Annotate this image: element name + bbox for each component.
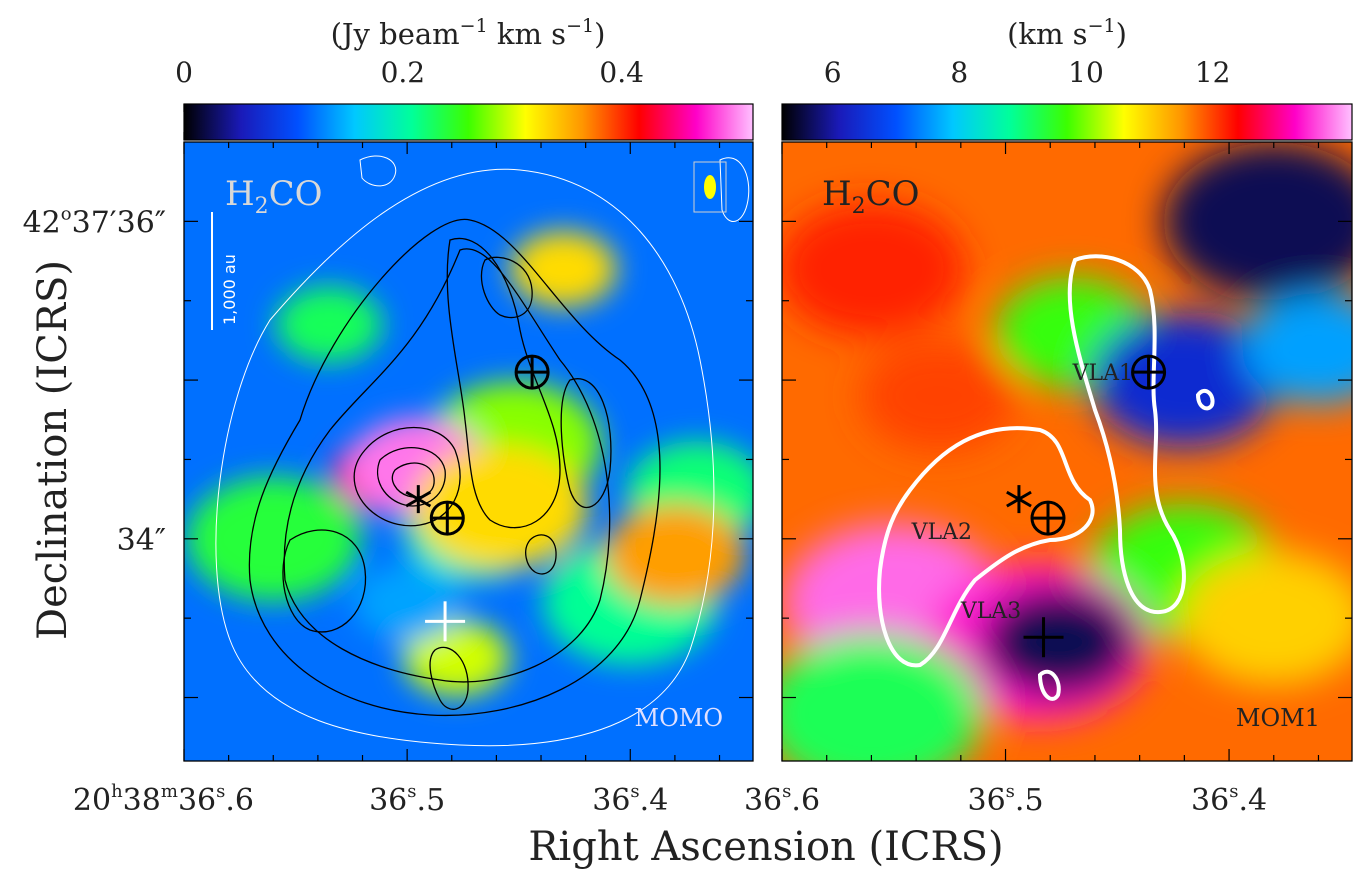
emission-blob xyxy=(1163,142,1352,301)
source-marker-circle-plus xyxy=(1131,354,1167,390)
mom0-colorbar-ticks: 0 0.2 0.4 xyxy=(175,56,644,140)
emission-blob xyxy=(510,230,617,307)
mom0-frame xyxy=(183,141,754,762)
y-tick-label: 34″ xyxy=(117,523,166,558)
x-tick-label: 36s.6 xyxy=(744,781,820,818)
x-tick-label: 36s.4 xyxy=(592,781,668,818)
x-tick-label: 36s.4 xyxy=(1191,781,1267,818)
mom1-panel: (km s−1) 6 8 10 12 VLA1 VLA2 VLA3 H2CO MOM1 3… xyxy=(744,15,1353,818)
emission-blob xyxy=(982,586,1137,697)
source-marker-plus xyxy=(1023,617,1064,658)
mom0-colorbar xyxy=(183,103,754,141)
mom1-source-labels: VLA1 VLA2 VLA3 xyxy=(911,361,1133,624)
mom0-axis-ticks: 20h38m36s.6 36s.5 36s.4 42o37′36″ 34″ xyxy=(23,142,753,818)
emission-blob xyxy=(1179,551,1352,686)
x-axis-label: Right Ascension (ICRS) xyxy=(528,824,1003,870)
colorbar-tick-label: 12 xyxy=(1195,56,1231,89)
colorbar-tick-label: 0.2 xyxy=(381,56,426,89)
emission-blob xyxy=(414,445,588,570)
emission-blob xyxy=(275,286,383,363)
colorbar-tick-label: 6 xyxy=(824,56,842,89)
source-marker-circle-plus xyxy=(1030,500,1066,536)
source-marker-star xyxy=(1006,485,1032,514)
x-tick-label: 36s.5 xyxy=(369,781,445,818)
mom1-contours xyxy=(877,254,1215,701)
colorbar-tick-label: 8 xyxy=(950,56,968,89)
mom0-markers xyxy=(405,354,550,642)
emission-blob xyxy=(782,201,966,336)
colorbar-tick-label: 10 xyxy=(1068,56,1104,89)
source-label: VLA3 xyxy=(960,599,1021,624)
emission-blob xyxy=(1241,293,1352,404)
mom0-molecule-label: H2CO xyxy=(225,174,323,219)
mom0-contours xyxy=(248,218,661,717)
mom1-axis-ticks: 36s.6 36s.5 36s.4 xyxy=(744,142,1352,818)
y-axis-label: Declination (ICRS) xyxy=(30,260,76,640)
mom0-panel: (Jy beam−1 km s−1) 0 0.2 0.4 xyxy=(23,15,754,818)
mom1-colorbar xyxy=(781,103,1353,141)
mom1-molecule-label: H2CO xyxy=(822,174,920,219)
emission-blob xyxy=(186,476,361,601)
emission-blob xyxy=(604,504,745,605)
source-marker-circle-plus xyxy=(429,500,465,536)
source-marker-circle-plus xyxy=(514,354,550,390)
y-tick-label: 42o37′36″ xyxy=(23,203,166,240)
mom0-beam xyxy=(693,161,727,213)
mom1-markers xyxy=(1006,354,1167,658)
mom0-scalebar-label: 1,000 au xyxy=(220,254,239,325)
colorbar-tick-label: 0 xyxy=(175,56,193,89)
x-tick-label: 20h38m36s.6 xyxy=(73,781,254,818)
emission-blob xyxy=(861,340,1016,451)
mom0-colorbar-unit: (Jy beam−1 km s−1) xyxy=(331,15,606,51)
emission-blob xyxy=(1090,313,1279,448)
source-label: VLA2 xyxy=(911,520,972,545)
mom1-corner-label: MOM1 xyxy=(1236,704,1320,732)
mom1-colorbar-ticks: 6 8 10 12 xyxy=(824,56,1231,140)
colorbar-tick-label: 0.4 xyxy=(599,56,644,89)
emission-blob xyxy=(782,634,982,761)
source-label: VLA1 xyxy=(1072,361,1133,386)
emission-blob xyxy=(403,619,510,696)
mom0-corner-label: MOMO xyxy=(635,704,724,732)
source-marker-star xyxy=(405,485,432,514)
source-marker-plus xyxy=(425,601,466,642)
mom0-emission xyxy=(186,230,753,696)
mom0-scalebar: 1,000 au xyxy=(211,212,239,330)
mom1-colorbar-unit: (km s−1) xyxy=(1007,15,1127,51)
mom1-frame xyxy=(781,141,1353,762)
x-tick-label: 36s.5 xyxy=(967,781,1043,818)
mom0-outer-contours xyxy=(215,155,750,747)
